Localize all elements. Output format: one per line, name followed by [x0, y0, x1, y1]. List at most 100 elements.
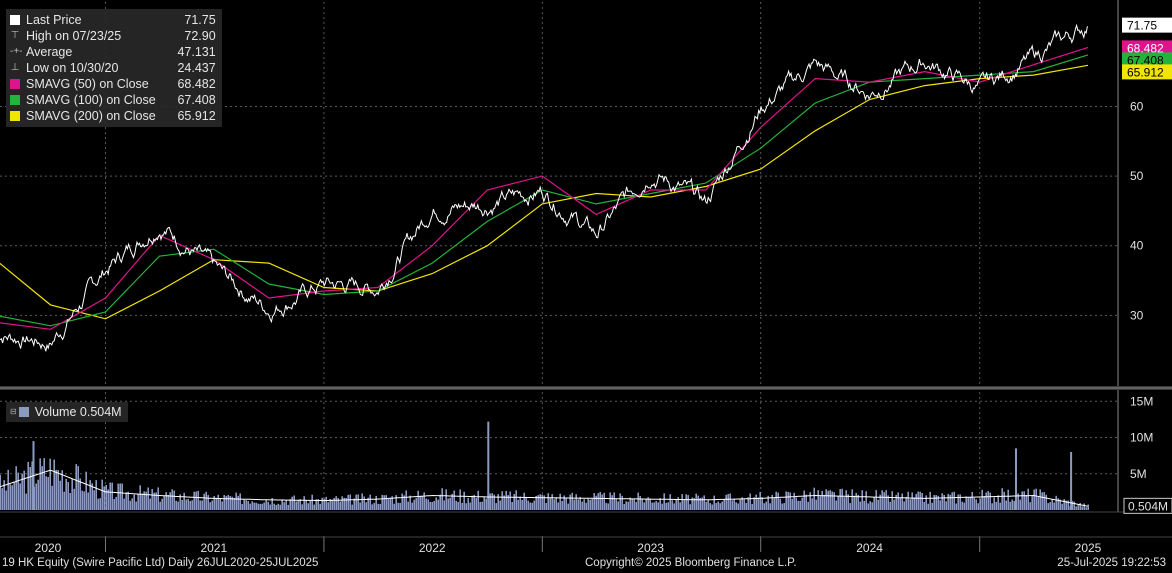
- volume-bar: [115, 496, 117, 510]
- volume-bar: [571, 492, 573, 510]
- volume-bar: [131, 498, 133, 510]
- volume-bar: [355, 494, 357, 510]
- volume-bar: [377, 503, 379, 510]
- volume-bar: [433, 501, 435, 510]
- volume-bar: [19, 483, 21, 510]
- volume-bar: [239, 493, 241, 510]
- volume-bar: [45, 476, 47, 510]
- volume-bar: [255, 502, 257, 510]
- volume-bar: [101, 479, 103, 510]
- volume-bar: [589, 499, 591, 510]
- volume-bar: [785, 491, 787, 510]
- volume-bar: [227, 494, 229, 510]
- volume-bar: [747, 497, 749, 510]
- volume-bar: [135, 501, 137, 510]
- volume-bar: [825, 489, 827, 510]
- volume-bar: [361, 493, 363, 510]
- volume-bar: [715, 503, 717, 510]
- volume-bar: [671, 500, 673, 510]
- volume-bar: [225, 495, 227, 510]
- sma50-line: [0, 46, 1089, 330]
- volume-bar: [413, 499, 415, 510]
- volume-bar: [173, 490, 175, 510]
- volume-bar: [381, 494, 383, 510]
- volume-bar: [321, 497, 323, 510]
- volume-bar: [155, 492, 157, 510]
- volume-bar: [445, 489, 447, 510]
- volume-bar: [259, 503, 261, 510]
- volume-bar: [293, 495, 295, 510]
- volume-bar: [399, 502, 401, 510]
- volume-bar: [471, 495, 473, 510]
- volume-bar: [807, 501, 809, 510]
- price-tag-label: 67.408: [1127, 53, 1164, 67]
- volume-bar: [929, 491, 931, 510]
- price-tick-label: 30: [1130, 308, 1144, 322]
- volume-bar: [327, 502, 329, 510]
- volume-bar: [137, 494, 139, 510]
- volume-bar: [429, 501, 431, 510]
- volume-bar: [515, 490, 517, 510]
- volume-bar: [149, 498, 151, 510]
- volume-bar: [909, 499, 911, 510]
- volume-bar: [435, 497, 437, 510]
- volume-bar: [961, 501, 963, 510]
- volume-bar: [709, 503, 711, 510]
- volume-bar: [923, 501, 925, 510]
- volume-bar: [427, 499, 429, 510]
- volume-bar: [211, 500, 213, 510]
- volume-bar: [243, 499, 245, 510]
- volume-bar: [637, 492, 639, 510]
- volume-bar: [359, 502, 361, 510]
- volume-bar: [989, 492, 991, 510]
- price-tag-box: [1122, 40, 1172, 56]
- volume-bar: [553, 499, 555, 510]
- volume-bar: [1003, 491, 1005, 510]
- volume-bar: [477, 490, 479, 510]
- volume-bar: [1007, 489, 1009, 510]
- legend-row-average: -+- Average 47.131: [10, 44, 216, 60]
- volume-bar: [995, 501, 997, 510]
- volume-bar: [491, 493, 493, 510]
- volume-bar: [311, 494, 313, 510]
- volume-bar: [447, 498, 449, 510]
- volume-bar: [735, 502, 737, 510]
- volume-bar: [337, 498, 339, 510]
- volume-bar: [323, 498, 325, 510]
- volume-bar: [71, 478, 73, 510]
- volume-bar: [161, 498, 163, 510]
- volume-bar: [905, 496, 907, 510]
- volume-bar: [623, 504, 625, 510]
- volume-bar: [543, 495, 545, 510]
- volume-bar: [1063, 499, 1065, 510]
- volume-bar: [317, 499, 319, 510]
- volume-bar: [829, 490, 831, 510]
- volume-bar: [917, 491, 919, 510]
- volume-bar: [793, 492, 795, 510]
- volume-bar: [717, 501, 719, 510]
- volume-bar: [511, 502, 513, 510]
- volume-bar: [175, 500, 177, 510]
- volume-bar: [331, 499, 333, 510]
- collapse-box-icon[interactable]: ⊟: [10, 407, 17, 416]
- volume-bar: [583, 499, 585, 510]
- volume-legend-label: Volume: [34, 405, 77, 419]
- volume-bar: [565, 497, 567, 510]
- volume-bar: [987, 491, 989, 510]
- volume-bar: [409, 495, 411, 510]
- volume-bar: [145, 491, 147, 510]
- volume-bar: [617, 501, 619, 510]
- volume-bar: [581, 501, 583, 510]
- legend-value: 65.912: [177, 109, 216, 123]
- volume-bar: [495, 503, 497, 510]
- volume-bar: [467, 498, 469, 510]
- volume-bar: [713, 495, 715, 510]
- volume-bar: [547, 493, 549, 510]
- volume-spike-bar: [1070, 452, 1073, 510]
- volume-bar: [213, 496, 215, 510]
- volume-bar: [1027, 488, 1029, 510]
- volume-bar: [983, 496, 985, 510]
- volume-bar: [517, 499, 519, 510]
- legend-label: Low on 10/30/20: [26, 61, 119, 75]
- volume-bar: [297, 500, 299, 510]
